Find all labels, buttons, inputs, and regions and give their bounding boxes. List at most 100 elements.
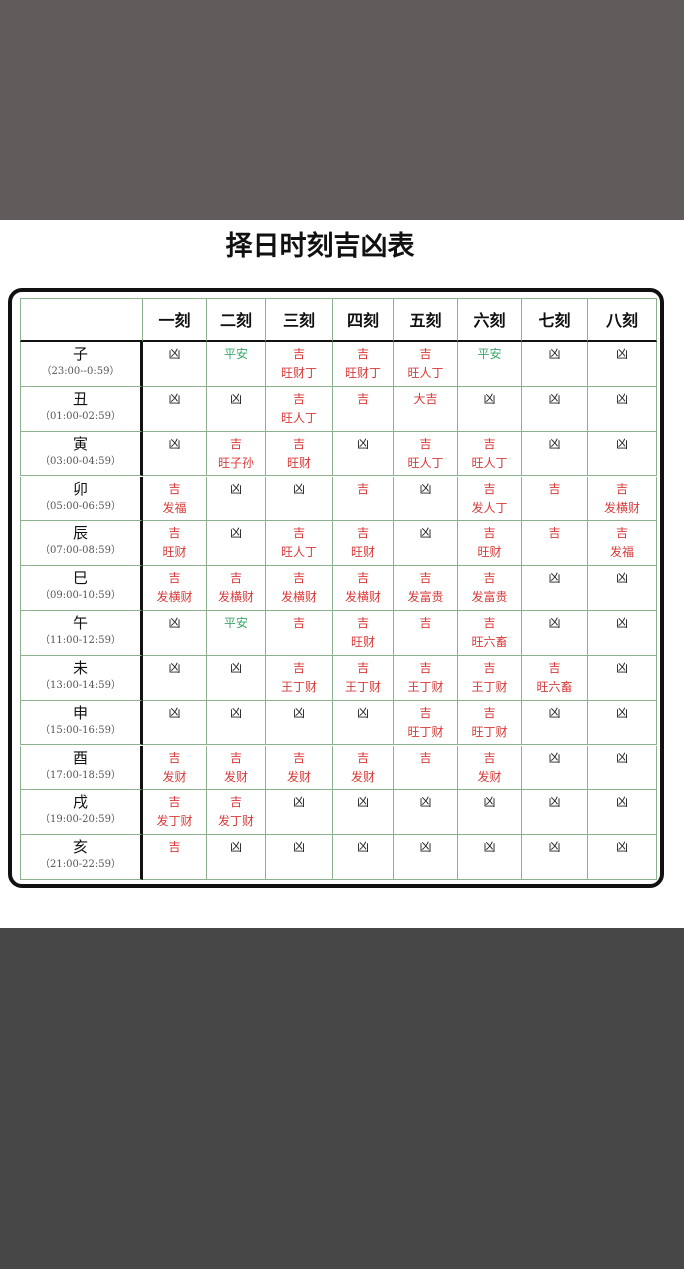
cell: 凶 bbox=[207, 521, 266, 567]
cell: 凶 bbox=[522, 700, 588, 746]
cell: 吉旺财丁 bbox=[266, 342, 333, 387]
cell-text: 吉 bbox=[356, 750, 369, 765]
cell: 吉旺六畜 bbox=[522, 655, 588, 701]
cell-text: 凶 bbox=[356, 840, 369, 855]
cell-text: 发财 bbox=[223, 769, 248, 784]
cell-text: 吉 bbox=[615, 481, 628, 496]
cell-text: 发横财 bbox=[344, 590, 381, 605]
cell-text: 凶 bbox=[615, 795, 628, 810]
branch: 丑 bbox=[72, 389, 88, 408]
cell-text: 凶 bbox=[548, 571, 561, 586]
cell: 吉 bbox=[522, 476, 588, 522]
header-cell: 七刻 bbox=[522, 298, 588, 342]
branch: 卯 bbox=[72, 479, 88, 498]
cell-text: 吉 bbox=[292, 616, 305, 630]
cell-text: 发丁财 bbox=[217, 814, 254, 829]
cell-text: 吉 bbox=[548, 660, 561, 675]
cell-text: 吉 bbox=[292, 391, 305, 406]
cell-text: 吉 bbox=[292, 347, 305, 361]
cell-text: 凶 bbox=[168, 660, 181, 675]
cell-text: 旺财丁 bbox=[344, 366, 381, 380]
cell: 凶 bbox=[394, 521, 458, 567]
cell: 吉 bbox=[333, 476, 394, 522]
time-range: （19:00-20:59） bbox=[39, 814, 121, 826]
cell: 吉发富贵 bbox=[458, 566, 522, 611]
cell: 凶 bbox=[458, 790, 522, 836]
branch: 戌 bbox=[72, 793, 88, 812]
cell-text: 吉 bbox=[419, 436, 432, 451]
cell: 凶 bbox=[143, 611, 207, 656]
branch: 亥 bbox=[72, 838, 88, 857]
cell: 凶 bbox=[394, 790, 458, 836]
cell-text: 吉 bbox=[168, 795, 181, 810]
cell-text: 凶 bbox=[229, 840, 242, 855]
cell-text: 旺财 bbox=[286, 455, 311, 470]
cell-text: 吉 bbox=[356, 660, 369, 675]
header-cell: 八刻 bbox=[588, 298, 657, 342]
cell: 凶 bbox=[588, 745, 657, 791]
cell-text: 凶 bbox=[419, 481, 432, 496]
cell-text: 发横财 bbox=[603, 500, 640, 515]
cell-text: 吉 bbox=[229, 750, 242, 765]
cell-text: 吉 bbox=[419, 616, 432, 630]
cell-text: 吉 bbox=[229, 795, 242, 810]
header-cell: 二刻 bbox=[207, 298, 266, 342]
cell-text: 凶 bbox=[356, 436, 369, 451]
branch: 辰 bbox=[72, 524, 88, 543]
cell: 吉 bbox=[394, 611, 458, 656]
cell-text: 吉 bbox=[168, 571, 181, 586]
row-label: 戌 （19:00-20:59） bbox=[20, 790, 143, 836]
row-label: 巳 （09:00-10:59） bbox=[20, 566, 143, 611]
cell: 凶 bbox=[522, 566, 588, 611]
cell: 凶 bbox=[143, 431, 207, 477]
cell-text: 凶 bbox=[229, 481, 242, 496]
cell-text: 吉 bbox=[419, 705, 432, 720]
cell: 吉旺财 bbox=[266, 431, 333, 477]
cell: 凶 bbox=[522, 431, 588, 477]
cell-text: 吉 bbox=[483, 705, 496, 720]
cell-text: 旺财 bbox=[162, 545, 187, 560]
cell: 凶 bbox=[207, 835, 266, 880]
cell: 吉旺丁财 bbox=[458, 700, 522, 746]
cell-text: 吉 bbox=[356, 391, 369, 406]
cell-text: 发福 bbox=[162, 500, 187, 515]
cell-text: 发横财 bbox=[280, 590, 317, 605]
row-label: 寅 （03:00-04:59） bbox=[20, 431, 143, 477]
cell-text: 凶 bbox=[419, 840, 432, 855]
cell-text: 吉 bbox=[483, 660, 496, 675]
cell-text: 凶 bbox=[548, 705, 561, 720]
cell-text: 凶 bbox=[419, 526, 432, 541]
cell-text: 凶 bbox=[548, 436, 561, 451]
cell-text: 凶 bbox=[483, 795, 496, 810]
cell-text: 吉 bbox=[483, 526, 496, 541]
cell-text: 发福 bbox=[609, 545, 634, 560]
header-cell: 一刻 bbox=[143, 298, 207, 342]
cell-text: 发人丁 bbox=[471, 500, 508, 515]
cell: 吉发丁财 bbox=[143, 790, 207, 836]
cell-text: 凶 bbox=[548, 750, 561, 765]
cell-text: 旺人丁 bbox=[407, 455, 444, 470]
cell-text: 旺人丁 bbox=[407, 366, 444, 380]
cell: 吉旺人丁 bbox=[394, 431, 458, 477]
row-label: 子 （23:00--0:59） bbox=[20, 342, 143, 387]
cell-text: 凶 bbox=[615, 436, 628, 451]
cell: 吉发福 bbox=[588, 521, 657, 567]
cell: 凶 bbox=[522, 342, 588, 387]
cell-text: 凶 bbox=[168, 705, 181, 720]
cell-text: 凶 bbox=[168, 391, 181, 406]
cell-text: 吉 bbox=[292, 571, 305, 586]
cell-text: 旺六畜 bbox=[536, 679, 573, 694]
cell: 吉旺财 bbox=[333, 521, 394, 567]
cell-text: 凶 bbox=[615, 705, 628, 720]
branch: 巳 bbox=[72, 569, 88, 588]
cell-text: 发横财 bbox=[217, 590, 254, 605]
cell-text: 凶 bbox=[615, 616, 628, 630]
cell-text: 旺财丁 bbox=[280, 366, 317, 380]
cell-text: 吉 bbox=[356, 571, 369, 586]
cell: 凶 bbox=[458, 835, 522, 880]
cell-text: 凶 bbox=[483, 391, 496, 406]
time-range: （09:00-10:59） bbox=[39, 590, 121, 602]
cell: 吉王丁财 bbox=[333, 655, 394, 701]
cell: 平安 bbox=[207, 611, 266, 656]
